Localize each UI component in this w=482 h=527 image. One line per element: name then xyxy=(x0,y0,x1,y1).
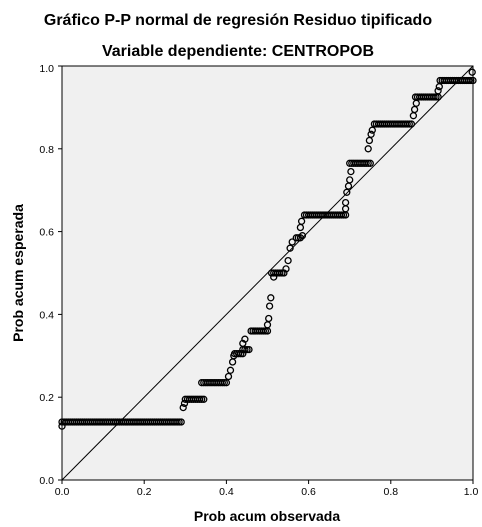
data-points xyxy=(58,68,477,430)
data-point-58 xyxy=(177,418,185,426)
data-point-141 xyxy=(366,159,374,167)
x-tick-labels: 0.0 0.2 0.4 0.6 0.8 1.0 xyxy=(55,486,479,498)
data-point-205 xyxy=(284,256,292,265)
x-tick-label-5: 1.0 xyxy=(464,486,479,498)
data-point-200 xyxy=(265,314,273,323)
y-tick-label-3: 0.6 xyxy=(39,227,54,239)
data-point-225 xyxy=(435,83,443,91)
x-tick-marks xyxy=(61,480,474,484)
data-point-210 xyxy=(297,217,306,225)
y-tick-label-2: 0.4 xyxy=(39,309,54,321)
data-point-206 xyxy=(286,244,294,252)
data-point-67 xyxy=(198,395,206,403)
data-point-159 xyxy=(405,120,413,128)
data-point-203 xyxy=(270,273,278,281)
data-point-192 xyxy=(180,399,189,408)
data-point-224 xyxy=(434,87,442,95)
data-point-220 xyxy=(368,126,376,134)
y-tick-marks xyxy=(58,65,62,481)
data-point-106 xyxy=(280,269,288,277)
data-point-207 xyxy=(288,238,296,246)
data-point-201 xyxy=(265,302,274,310)
data-point-212 xyxy=(341,198,350,207)
data-point-219 xyxy=(367,130,375,138)
x-tick-label-2: 0.4 xyxy=(219,486,234,498)
x-tick-label-4: 0.8 xyxy=(383,486,398,498)
data-point-90 xyxy=(245,345,253,354)
x-axis-label: Prob acum observada xyxy=(194,508,340,524)
y-tick-label-5: 1.0 xyxy=(39,63,54,75)
y-tick-label-1: 0.2 xyxy=(39,392,54,404)
data-point-196 xyxy=(230,352,238,360)
data-point-129 xyxy=(339,211,348,219)
data-point-68 xyxy=(200,395,208,403)
data-point-104 xyxy=(276,269,284,277)
data-point-81 xyxy=(222,379,231,387)
data-point-194 xyxy=(226,366,235,374)
x-tick-label-1: 0.2 xyxy=(137,486,152,498)
data-point-86 xyxy=(239,350,247,358)
y-tick-labels: 0.0 0.2 0.4 0.6 0.8 1.0 xyxy=(39,63,54,487)
reference-diagonal-line xyxy=(61,65,474,481)
data-point-191 xyxy=(179,403,187,412)
data-point-204 xyxy=(282,265,290,273)
data-point-98 xyxy=(261,327,270,335)
data-point-198 xyxy=(241,335,249,343)
data-point-226 xyxy=(468,68,476,76)
data-point-202 xyxy=(267,294,275,302)
data-point-223 xyxy=(412,99,420,107)
data-point-208 xyxy=(298,232,307,240)
data-point-193 xyxy=(224,372,233,381)
data-point-190 xyxy=(58,422,66,430)
data-point-189 xyxy=(469,76,477,85)
data-point-197 xyxy=(239,339,247,348)
data-point-158 xyxy=(403,120,411,128)
data-point-140 xyxy=(364,159,372,167)
y-tick-label-4: 0.8 xyxy=(39,144,54,156)
data-point-215 xyxy=(346,176,354,184)
data-point-57 xyxy=(175,418,183,426)
chart-subtitle: Variable dependiente: CENTROPOB xyxy=(102,43,374,60)
data-point-171 xyxy=(432,93,440,101)
x-tick-label-3: 0.6 xyxy=(301,486,316,498)
chart-title: Gráfico P-P normal de regresión Residuo … xyxy=(44,12,432,29)
data-point-216 xyxy=(347,167,355,176)
data-point-88 xyxy=(241,345,249,354)
data-point-109 xyxy=(296,234,305,242)
y-tick-label-0: 0.0 xyxy=(39,475,54,487)
data-point-217 xyxy=(364,145,372,153)
data-point-80 xyxy=(220,379,228,387)
x-tick-label-0: 0.0 xyxy=(55,486,70,498)
data-point-139 xyxy=(362,159,370,167)
data-point-160 xyxy=(407,120,416,128)
data-point-188 xyxy=(467,76,475,85)
y-axis-label: Prob acum esperada xyxy=(10,204,26,342)
data-point-108 xyxy=(294,234,302,242)
